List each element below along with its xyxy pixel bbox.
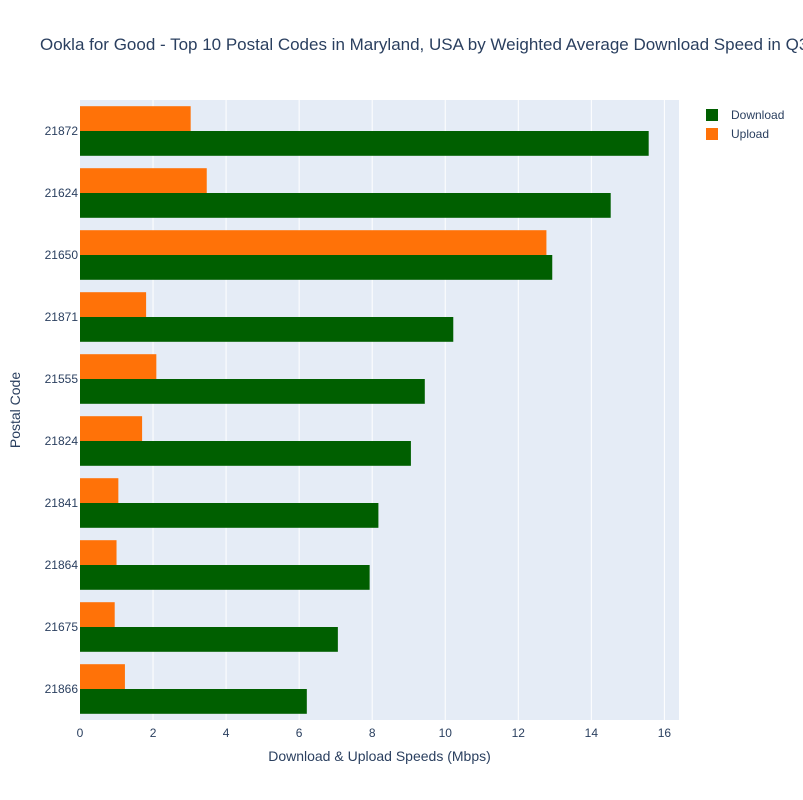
y-tick-labels: 21872 21624 21650 21871 21555 21824 21841 21864… [45, 124, 79, 696]
upload-bar[interactable] [80, 168, 207, 193]
x-tick-labels: 0 2 4 6 8 10 12 14 16 [77, 726, 672, 740]
y-tick-label: 21872 [45, 124, 79, 138]
legend-swatch[interactable] [706, 128, 718, 140]
upload-bar[interactable] [80, 664, 125, 689]
download-bar[interactable] [80, 565, 370, 590]
legend-label[interactable]: Download [731, 108, 784, 122]
x-tick-label: 0 [77, 726, 84, 740]
upload-bar[interactable] [80, 106, 191, 131]
download-bar[interactable] [80, 441, 411, 466]
x-axis-title: Download & Upload Speeds (Mbps) [268, 748, 491, 764]
x-tick-label: 4 [223, 726, 230, 740]
download-bar[interactable] [80, 317, 454, 342]
upload-bar[interactable] [80, 416, 143, 441]
x-tick-label: 6 [296, 726, 303, 740]
legend-label[interactable]: Upload [731, 127, 769, 141]
download-bar[interactable] [80, 503, 379, 528]
bars [80, 106, 649, 714]
x-tick-label: 16 [658, 726, 672, 740]
x-tick-label: 8 [369, 726, 376, 740]
legend-swatch[interactable] [706, 109, 718, 121]
y-tick-label: 21841 [45, 496, 79, 510]
upload-bar[interactable] [80, 478, 119, 503]
legend[interactable]: Download Upload [706, 108, 784, 141]
y-tick-label: 21650 [45, 248, 79, 262]
y-tick-label: 21675 [45, 620, 79, 634]
download-bar[interactable] [80, 689, 307, 714]
y-tick-label: 21824 [45, 434, 79, 448]
x-tick-label: 14 [585, 726, 599, 740]
y-tick-label: 21624 [45, 186, 79, 200]
upload-bar[interactable] [80, 292, 147, 317]
download-bar[interactable] [80, 255, 553, 280]
y-tick-label: 21866 [45, 682, 79, 696]
upload-bar[interactable] [80, 602, 115, 627]
y-axis-title: Postal Code [7, 372, 23, 448]
x-tick-label: 2 [150, 726, 157, 740]
download-bar[interactable] [80, 627, 338, 652]
y-tick-label: 21871 [45, 310, 79, 324]
upload-bar[interactable] [80, 354, 157, 379]
download-bar[interactable] [80, 131, 649, 156]
download-bar[interactable] [80, 379, 425, 404]
chart-title: Ookla for Good - Top 10 Postal Codes in … [40, 35, 803, 54]
y-tick-label: 21555 [45, 372, 79, 386]
x-tick-label: 12 [512, 726, 526, 740]
upload-bar[interactable] [80, 230, 547, 255]
download-bar[interactable] [80, 193, 611, 218]
x-tick-label: 10 [439, 726, 453, 740]
y-tick-label: 21864 [45, 558, 79, 572]
upload-bar[interactable] [80, 540, 117, 565]
